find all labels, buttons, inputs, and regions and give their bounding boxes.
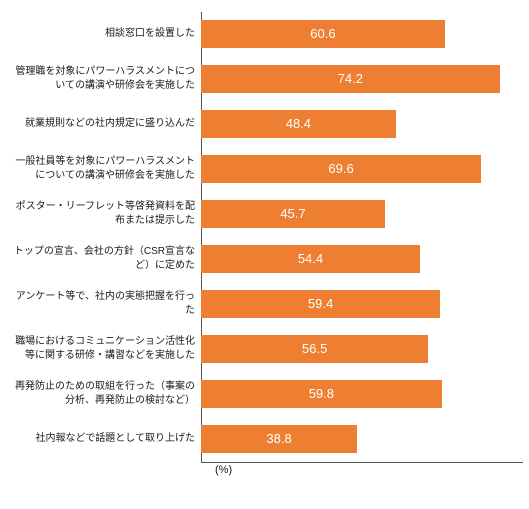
row-plot: 54.4 <box>201 237 523 280</box>
chart-row: 就業規則などの社内規定に盛り込んだ 48.4 <box>6 102 523 145</box>
bar: 59.4 <box>201 290 440 318</box>
chart-row: トップの宣言、会社の方針（CSR宣言など）に定めた 54.4 <box>6 237 523 280</box>
row-plot: 74.2 <box>201 57 523 100</box>
row-label: 再発防止のための取組を行った（事案の分析、再発防止の検討など） <box>6 380 201 407</box>
row-plot: 48.4 <box>201 102 523 145</box>
bar: 56.5 <box>201 335 428 363</box>
bar-value: 59.4 <box>308 296 333 311</box>
bar: 54.4 <box>201 245 420 273</box>
horizontal-bar-chart: 相談窓口を設置した 60.6 管理職を対象にパワーハラスメントについての講演や研修会… <box>6 12 523 476</box>
bar-value: 54.4 <box>298 251 323 266</box>
row-label: トップの宣言、会社の方針（CSR宣言など）に定めた <box>6 245 201 272</box>
row-plot: 60.6 <box>201 12 523 55</box>
chart-row: アンケート等で、社内の実態把握を行った 59.4 <box>6 282 523 325</box>
axis-unit-label: (%) <box>215 464 232 476</box>
chart-row: ポスター・リーフレット等啓発資料を配布または提示した 45.7 <box>6 192 523 235</box>
bar-value: 56.5 <box>302 341 327 356</box>
bar: 60.6 <box>201 20 445 48</box>
bar-value: 60.6 <box>310 26 335 41</box>
row-plot: 56.5 <box>201 327 523 370</box>
bar-value: 69.6 <box>328 161 353 176</box>
row-label: アンケート等で、社内の実態把握を行った <box>6 290 201 317</box>
chart-row: 社内報などで話題として取り上げた 38.8 <box>6 417 523 460</box>
chart-row: 一般社員等を対象にパワーハラスメントについての講演や研修会を実施した 69.6 <box>6 147 523 190</box>
bar: 48.4 <box>201 110 396 138</box>
row-label: 社内報などで話題として取り上げた <box>6 432 201 446</box>
row-label: 一般社員等を対象にパワーハラスメントについての講演や研修会を実施した <box>6 155 201 182</box>
row-plot: 38.8 <box>201 417 523 460</box>
bar: 69.6 <box>201 155 481 183</box>
x-axis-line: (%) <box>201 462 523 476</box>
row-plot: 45.7 <box>201 192 523 235</box>
row-label: ポスター・リーフレット等啓発資料を配布または提示した <box>6 200 201 227</box>
chart-row: 職場におけるコミュニケーション活性化等に関する研修・講習などを実施した 56.5 <box>6 327 523 370</box>
bar: 38.8 <box>201 425 357 453</box>
bar-value: 48.4 <box>286 116 311 131</box>
row-label: 職場におけるコミュニケーション活性化等に関する研修・講習などを実施した <box>6 335 201 362</box>
bar: 45.7 <box>201 200 385 228</box>
chart-row: 再発防止のための取組を行った（事案の分析、再発防止の検討など） 59.8 <box>6 372 523 415</box>
bar-value: 45.7 <box>280 206 305 221</box>
row-plot: 59.8 <box>201 372 523 415</box>
bar: 59.8 <box>201 380 442 408</box>
row-plot: 69.6 <box>201 147 523 190</box>
bar-value: 38.8 <box>266 431 291 446</box>
bar-value: 59.8 <box>309 386 334 401</box>
bar: 74.2 <box>201 65 500 93</box>
row-label: 相談窓口を設置した <box>6 27 201 41</box>
chart-row: 相談窓口を設置した 60.6 <box>6 12 523 55</box>
chart-row: 管理職を対象にパワーハラスメントについての講演や研修会を実施した 74.2 <box>6 57 523 100</box>
plot-area: 相談窓口を設置した 60.6 管理職を対象にパワーハラスメントについての講演や研修会… <box>6 12 523 476</box>
row-label: 管理職を対象にパワーハラスメントについての講演や研修会を実施した <box>6 65 201 92</box>
row-label: 就業規則などの社内規定に盛り込んだ <box>6 117 201 131</box>
row-plot: 59.4 <box>201 282 523 325</box>
bar-value: 74.2 <box>338 71 363 86</box>
x-axis: (%) <box>6 462 523 476</box>
